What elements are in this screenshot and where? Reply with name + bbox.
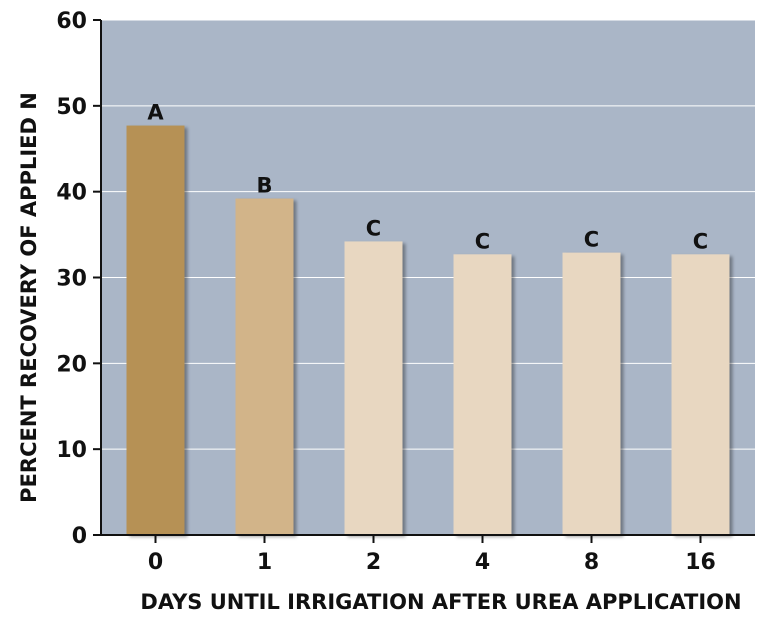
y-tick-label: 50 (56, 95, 87, 120)
x-tick-label: 2 (366, 550, 381, 575)
bar (344, 241, 403, 535)
bar-data-label: C (584, 228, 599, 252)
bar-data-label: C (366, 216, 381, 240)
bar (235, 198, 294, 536)
x-tick-label: 0 (148, 550, 163, 575)
bar-data-label: C (693, 229, 708, 253)
y-tick-label: 40 (56, 181, 87, 206)
bars (126, 125, 730, 536)
x-tick-label: 4 (475, 550, 490, 575)
y-tick-label: 60 (56, 9, 87, 34)
y-tick-label: 0 (72, 524, 87, 549)
axes (93, 19, 755, 543)
bar (671, 254, 730, 535)
labels: 0 10 20 30 40 50 60 A 0 B 1 C 2 C 4 C 8 C 16 (56, 9, 715, 575)
x-tick-label: 8 (584, 550, 599, 575)
bar-data-label: A (147, 101, 164, 125)
bar (126, 125, 185, 535)
bar-data-label: C (475, 229, 490, 253)
x-tick-label: 16 (685, 550, 716, 575)
bar-data-label: B (256, 174, 272, 198)
y-axis-label: PERCENT RECOVERY OF APPLIED N (17, 92, 41, 503)
y-tick-label: 30 (56, 267, 87, 292)
bar (453, 254, 512, 535)
x-axis-label: DAYS UNTIL IRRIGATION AFTER UREA APPLICA… (140, 590, 741, 614)
y-tick-label: 10 (56, 438, 87, 463)
gridlines (101, 19, 755, 450)
bar (562, 252, 621, 535)
x-tick-label: 1 (257, 550, 272, 575)
y-tick-label: 20 (56, 352, 87, 377)
